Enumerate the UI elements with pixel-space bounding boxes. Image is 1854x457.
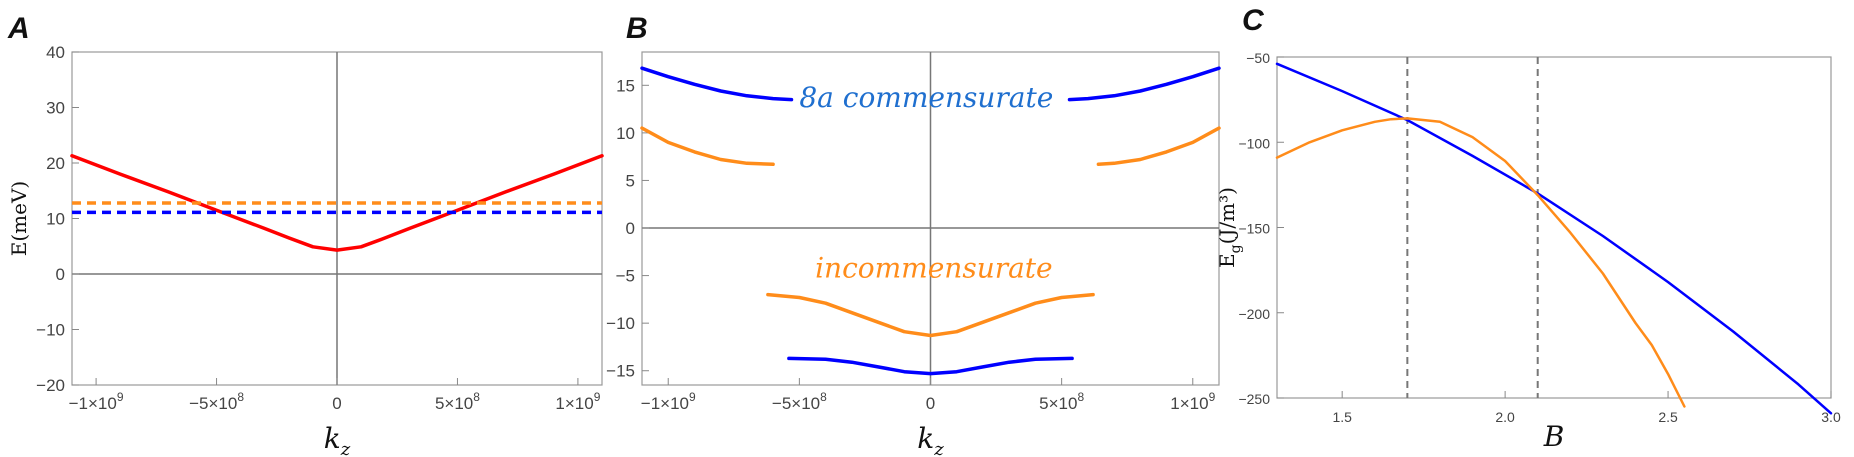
- b-ytick-label-0: −15: [606, 362, 635, 381]
- c-series-line-0: [1275, 62, 1833, 415]
- b-ytick-label-4: 5: [626, 171, 635, 190]
- b-xtick-label-1: −5×108: [772, 390, 827, 413]
- c-xtick-label-0: 1.5: [1332, 409, 1352, 425]
- c-ytick-label-0: −250: [1238, 391, 1270, 407]
- a-xtick-label-1: −5×108: [189, 390, 244, 413]
- b-series-line-1: [1067, 66, 1221, 102]
- b-ytick-label-3: 0: [626, 219, 635, 238]
- panel-label-a: A: [7, 12, 30, 45]
- b-xtick-label-2: 0: [926, 394, 935, 413]
- b-series-line-0: [640, 66, 794, 102]
- c-xtick-label-3: 3.0: [1821, 409, 1841, 425]
- a-x-axis-label: kz: [324, 422, 351, 457]
- panel-label-c: C: [1242, 4, 1265, 37]
- c-ytick-label-3: −100: [1238, 135, 1270, 151]
- a-ytick-label-2: 0: [56, 265, 65, 284]
- c-xtick-label-2: 2.5: [1658, 409, 1678, 425]
- a-y-axis-label: E(meV): [7, 181, 31, 256]
- a-ytick-label-4: 20: [46, 154, 65, 173]
- a-ytick-label-5: 30: [46, 99, 65, 118]
- b-xtick-label-3: 5×108: [1039, 390, 1084, 413]
- c-plot-frame: [1276, 56, 1832, 399]
- b-annotation-1: incommensurate: [815, 251, 1053, 284]
- c-ytick-label-4: −50: [1246, 50, 1270, 66]
- a-xtick-label-3: 5×108: [435, 390, 480, 413]
- a-xtick-label-2: 0: [332, 394, 341, 413]
- c-ytick-label-1: −200: [1238, 306, 1270, 322]
- a-series-line-0: [70, 154, 604, 252]
- a-ytick-label-0: −20: [36, 376, 65, 395]
- b-ytick-label-5: 10: [616, 124, 635, 143]
- b-series-line-3: [1096, 126, 1221, 167]
- c-xtick-label-1: 2.0: [1495, 409, 1515, 425]
- panel-label-b: B: [626, 12, 648, 45]
- a-xtick-label-4: 1×109: [555, 390, 600, 413]
- b-xtick-label-4: 1×109: [1170, 390, 1215, 413]
- b-ytick-label-1: −10: [606, 314, 635, 333]
- b-x-axis-label: kz: [917, 422, 944, 457]
- c-ytick-label-2: −150: [1238, 221, 1270, 237]
- a-ytick-label-1: −10: [36, 321, 65, 340]
- a-ytick-label-6: 40: [46, 43, 65, 62]
- a-ytick-label-3: 10: [46, 210, 65, 229]
- b-ytick-label-2: −5: [616, 267, 635, 286]
- b-ytick-label-6: 15: [616, 76, 635, 95]
- b-series-line-4: [766, 292, 1095, 338]
- c-series-line-1: [1275, 117, 1686, 408]
- chart-panel-a: −20 −10 0 10 20 30 40 −1×109 −5×108 0 5×108 1×109 kz…: [7, 43, 604, 457]
- b-xtick-label-0: −1×109: [641, 390, 696, 413]
- b-series-line-5: [787, 356, 1074, 376]
- b-annotation-0: 8a commensurate: [799, 81, 1053, 114]
- c-x-axis-label: B: [1543, 420, 1565, 453]
- b-series-line-2: [640, 126, 775, 167]
- a-xtick-label-0: −1×109: [69, 390, 124, 413]
- chart-panel-b: −15 −10 −5 0 5 10 15 −1×109 −5×108 0 5×108 1×109 8a …: [606, 51, 1221, 457]
